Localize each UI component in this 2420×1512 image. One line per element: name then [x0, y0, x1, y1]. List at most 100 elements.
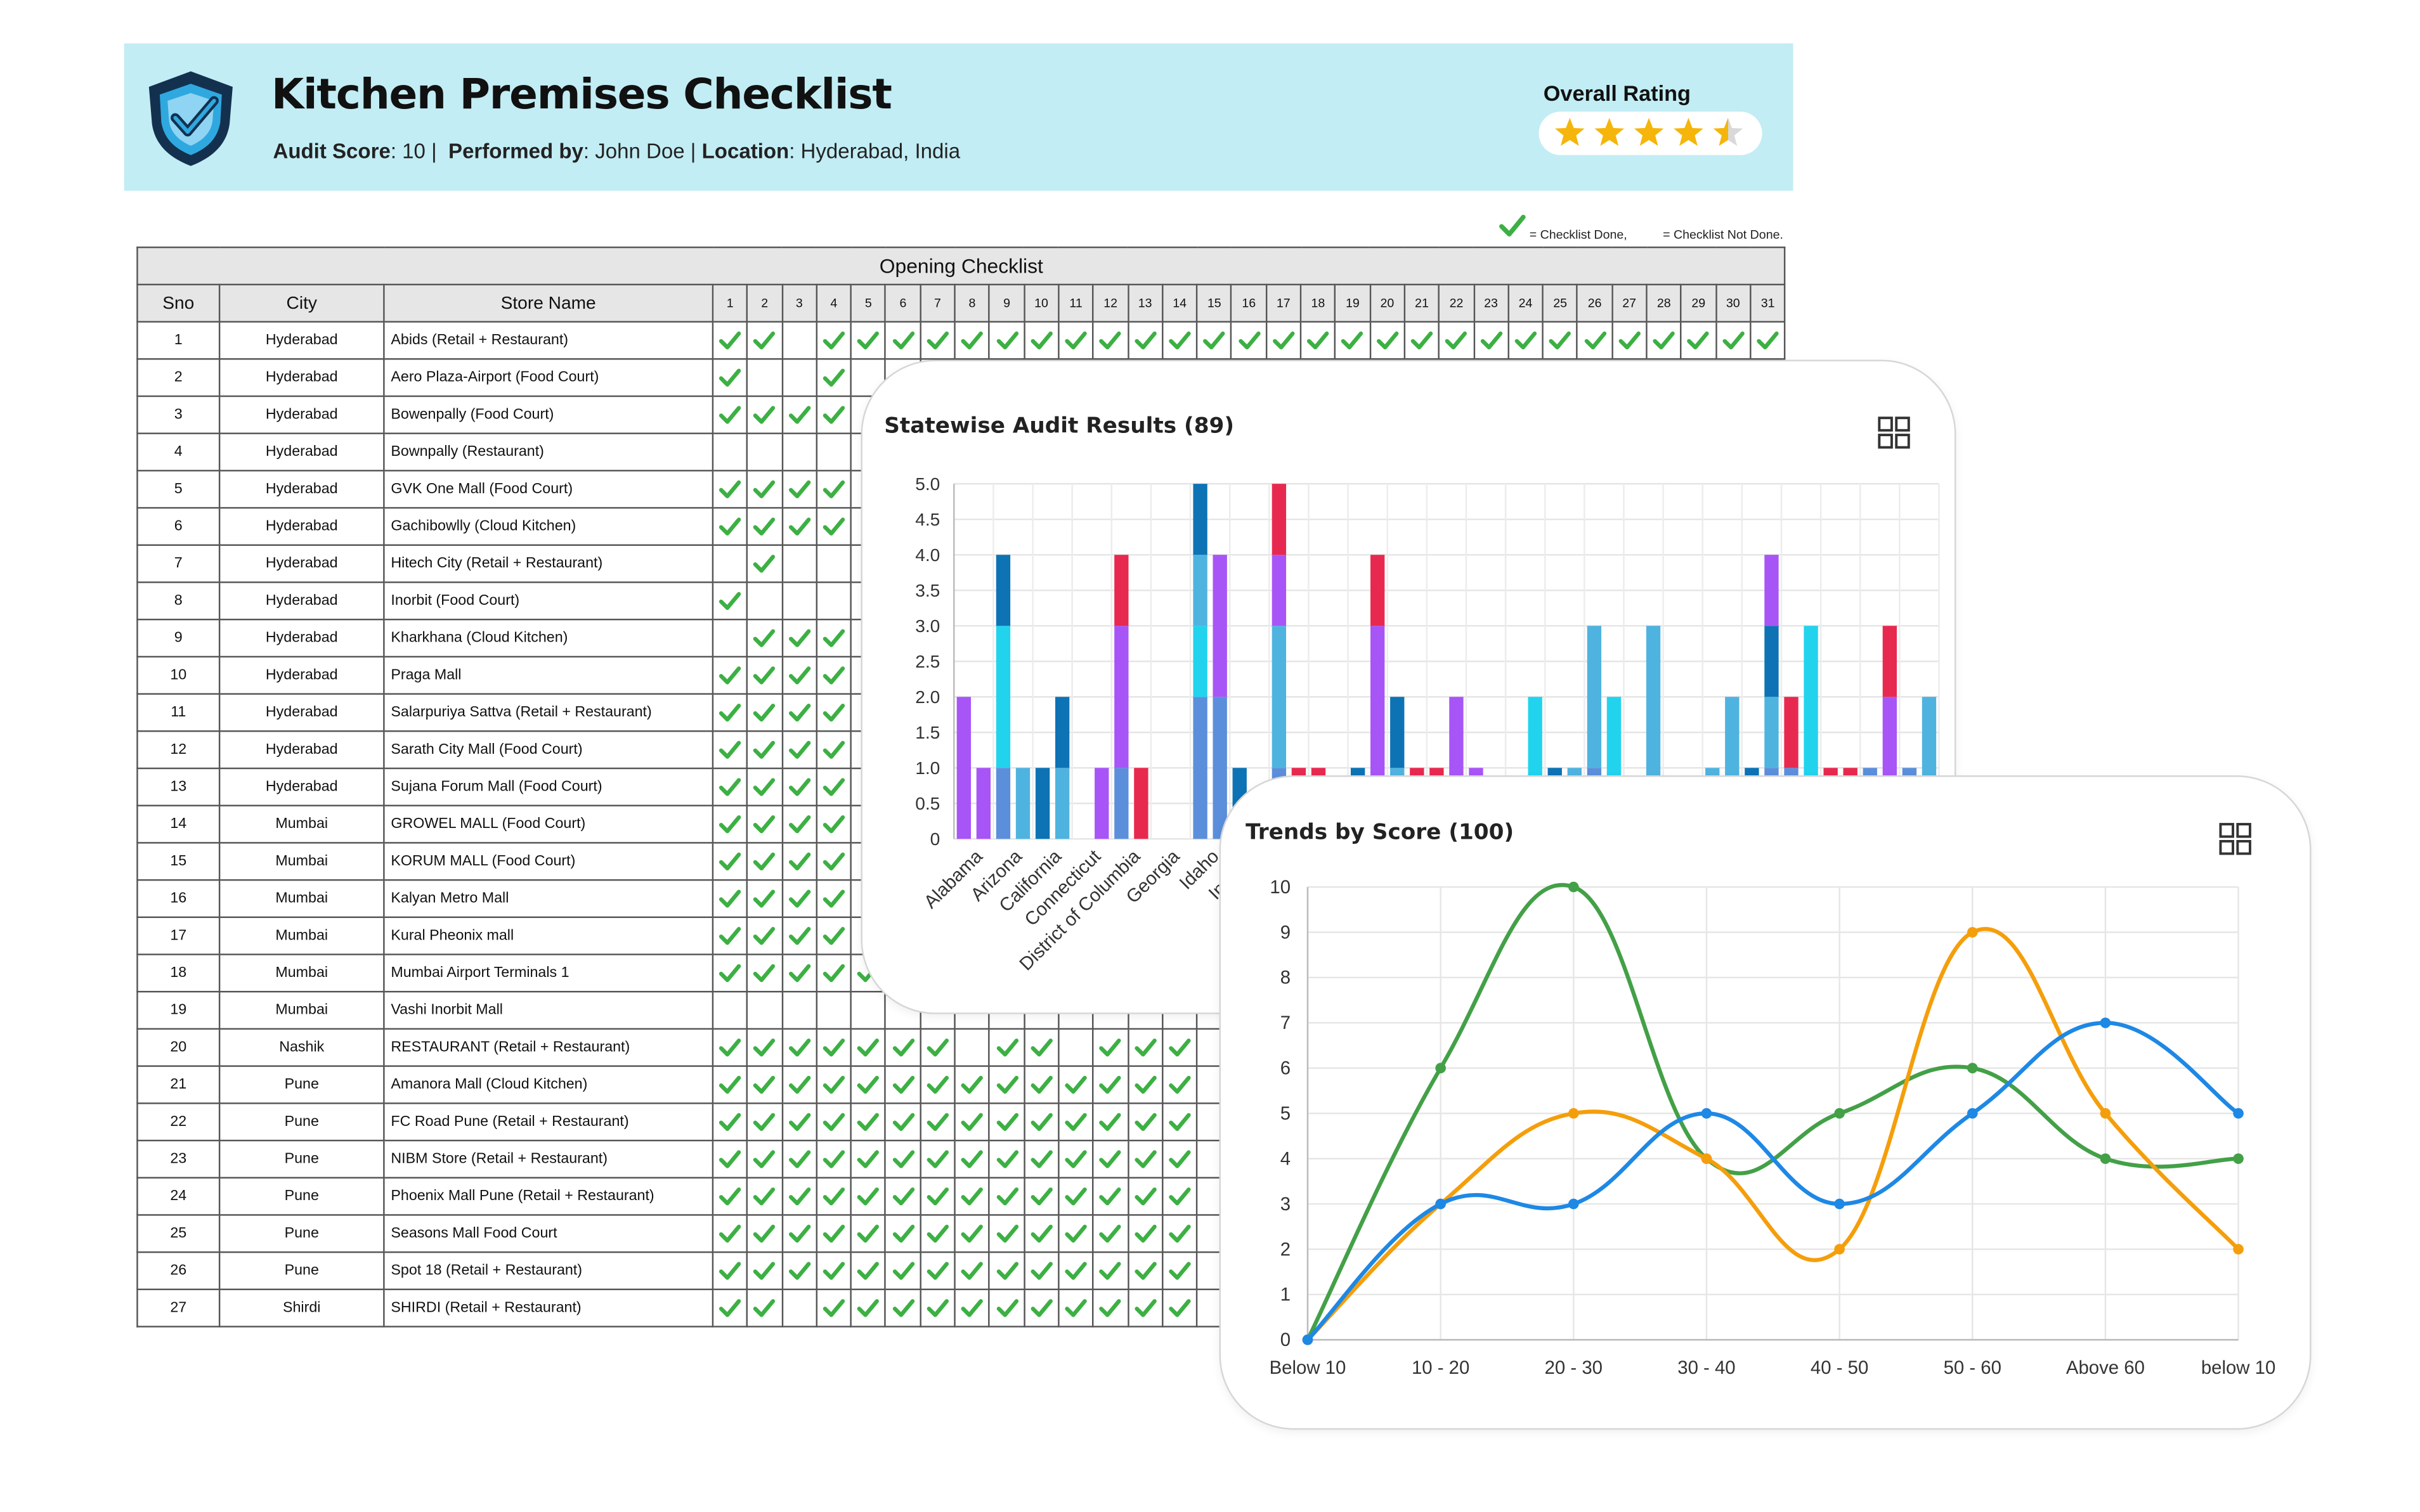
check-icon	[1100, 331, 1122, 350]
check-icon	[719, 1113, 741, 1131]
x-tick-label: Above 60	[2066, 1357, 2145, 1378]
store-name-cell: Bowenpally (Food Court)	[383, 395, 714, 434]
store-name-cell: Salarpuriya Sattva (Retail + Restaurant)	[383, 693, 714, 732]
day-status-cell	[919, 1102, 956, 1142]
data-point	[1967, 927, 1978, 938]
sno-cell: 12	[136, 730, 221, 770]
day-status-cell	[746, 470, 783, 509]
day-status-cell	[712, 953, 748, 993]
day-status-cell	[954, 321, 991, 360]
day-status-cell	[850, 1288, 887, 1328]
check-icon	[996, 1299, 1018, 1317]
data-point	[1302, 1334, 1313, 1345]
check-icon	[719, 889, 741, 908]
sno-cell: 21	[136, 1065, 221, 1104]
y-tick-label: 0	[1280, 1329, 1291, 1350]
grid-view-icon[interactable]	[2218, 822, 2253, 856]
day-status-cell	[712, 358, 748, 397]
grid-view-icon[interactable]	[1877, 416, 1911, 450]
day-status-cell	[712, 990, 748, 1030]
check-icon	[892, 1224, 914, 1243]
day-status-cell	[712, 804, 748, 844]
bar-segment	[996, 555, 1011, 626]
check-icon	[1618, 331, 1641, 350]
city-cell: Pune	[218, 1065, 385, 1104]
check-icon	[788, 1075, 810, 1094]
day-status-cell	[1058, 1028, 1095, 1067]
check-icon	[753, 852, 776, 870]
day-status-cell	[1265, 321, 1302, 360]
star-icon	[1713, 117, 1743, 146]
day-status-cell	[816, 879, 852, 919]
sno-cell: 1	[136, 321, 221, 360]
check-icon	[1031, 1262, 1053, 1280]
day-status-cell	[1715, 321, 1752, 360]
store-name-cell: Praga Mall	[383, 656, 714, 695]
check-icon	[1031, 331, 1053, 350]
day-status-cell	[816, 470, 852, 509]
star-icon	[1634, 117, 1664, 146]
store-name-cell: Kalyan Metro Mall	[383, 879, 714, 919]
day-status-cell	[1092, 1177, 1129, 1216]
check-icon	[719, 740, 741, 759]
check-icon	[927, 1187, 949, 1206]
sno-cell: 18	[136, 953, 221, 993]
check-icon	[823, 331, 845, 350]
y-tick-label: 1	[1280, 1284, 1291, 1305]
check-icon	[753, 1299, 776, 1317]
check-legend-icon	[1499, 214, 1526, 237]
day-status-cell	[1334, 321, 1371, 360]
column-header-sno: Sno	[136, 283, 221, 323]
check-icon	[753, 1224, 776, 1243]
day-column-header: 7	[919, 283, 956, 323]
day-status-cell	[712, 916, 748, 955]
check-icon	[1100, 1075, 1122, 1094]
check-icon	[823, 1075, 845, 1094]
day-status-cell	[781, 618, 817, 658]
day-status-cell	[781, 507, 817, 546]
check-icon	[1307, 331, 1329, 350]
city-cell: Hyderabad	[218, 470, 385, 509]
check-icon	[719, 666, 741, 685]
day-status-cell	[919, 1251, 956, 1291]
check-icon	[892, 331, 914, 350]
check-icon	[823, 815, 845, 834]
store-name-cell: FC Road Pune (Retail + Restaurant)	[383, 1102, 714, 1142]
check-icon	[719, 1038, 741, 1057]
check-icon	[753, 517, 776, 536]
day-column-header: 5	[850, 283, 887, 323]
day-column-header: 17	[1265, 283, 1302, 323]
y-tick-label: 4.5	[915, 510, 940, 529]
day-status-cell	[816, 1065, 852, 1104]
day-column-header: 24	[1507, 283, 1544, 323]
store-name-cell: Kural Pheonix mall	[383, 916, 714, 955]
check-icon	[1065, 1224, 1087, 1243]
day-status-cell	[712, 1214, 748, 1253]
check-icon	[1031, 1038, 1053, 1057]
check-icon	[719, 591, 741, 611]
check-icon	[753, 555, 776, 573]
bar-segment	[1114, 626, 1129, 768]
data-point	[2100, 1018, 2111, 1028]
day-status-cell	[1161, 1139, 1198, 1179]
check-icon	[1238, 331, 1260, 350]
day-status-cell	[919, 1139, 956, 1179]
check-icon	[788, 406, 810, 424]
check-icon	[1065, 1113, 1087, 1131]
day-status-cell	[816, 507, 852, 546]
data-point	[1701, 1108, 1712, 1119]
store-name-cell: Mumbai Airport Terminals 1	[383, 953, 714, 993]
check-icon	[857, 1187, 880, 1206]
store-name-cell: GVK One Mall (Food Court)	[383, 470, 714, 509]
series-line	[1306, 1021, 2240, 1341]
y-tick-label: 1.5	[915, 723, 940, 742]
day-status-cell	[1058, 321, 1095, 360]
store-name-cell: Bownpally (Restaurant)	[383, 432, 714, 472]
store-name-cell: Sujana Forum Mall (Food Court)	[383, 767, 714, 806]
bar-segment	[1272, 484, 1287, 555]
day-status-cell	[781, 1177, 817, 1216]
day-status-cell	[746, 395, 783, 434]
city-cell: Pune	[218, 1102, 385, 1142]
check-icon	[788, 480, 810, 498]
